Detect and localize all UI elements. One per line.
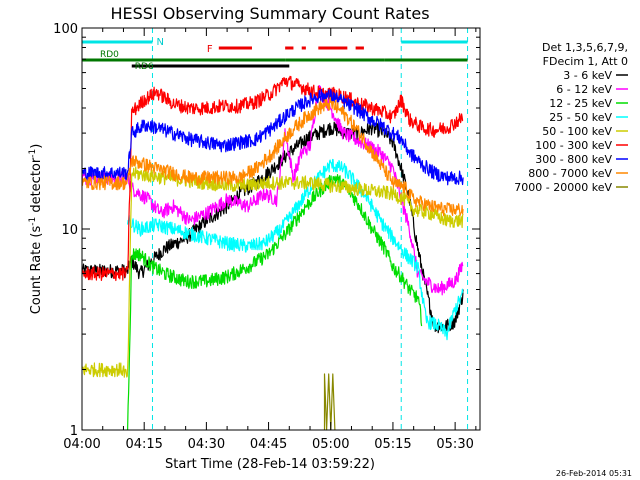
x-tick-label: 05:15 (374, 437, 411, 452)
y-tick-label: 1 (70, 424, 78, 439)
legend: Det 1,3,5,6,7,9,FDecim 1, Att 03 - 6 keV… (514, 41, 628, 194)
series-line-5 (81, 75, 464, 282)
series-line-4 (81, 166, 464, 378)
legend-label: 6 - 12 keV (556, 83, 612, 96)
x-tick-label: 04:00 (63, 437, 100, 452)
legend-label: 50 - 100 keV (542, 125, 612, 138)
series-line-7 (81, 96, 464, 217)
x-tick-label: 05:30 (436, 437, 473, 452)
footer-timestamp: 26-Feb-2014 05:31 (556, 469, 632, 478)
legend-label: 12 - 25 keV (549, 97, 612, 110)
series-line-8 (323, 373, 336, 431)
x-tick-label: 04:15 (125, 437, 162, 452)
legend-label: 800 - 7000 keV (528, 167, 612, 180)
x-tick-label: 05:00 (312, 437, 349, 452)
plot-area: N F RD0 RD6 (81, 28, 469, 431)
rd6-bar-label: RD6 (135, 62, 154, 72)
y-axis-label: Count Rate (s-1 detector-1) (28, 144, 44, 315)
legend-label: 3 - 6 keV (563, 69, 612, 82)
legend-label: 100 - 300 keV (535, 139, 612, 152)
x-axis: 04:00 04:15 04:30 04:45 05:00 05:15 05:30 (63, 28, 477, 452)
y-tick-label: 10 (61, 223, 78, 238)
series-line-3 (127, 158, 464, 341)
legend-label: 25 - 50 keV (549, 111, 612, 124)
decimation-bar-label: RD0 (100, 50, 119, 60)
y-tick-label: 100 (53, 22, 78, 37)
series-line-6 (81, 88, 464, 186)
flare-bar-label: F (207, 44, 213, 55)
legend-label: 300 - 800 keV (535, 153, 612, 166)
x-axis-label: Start Time (28-Feb-14 03:59:22) (165, 457, 375, 472)
x-tick-label: 04:45 (250, 437, 287, 452)
series-line-2 (127, 174, 423, 431)
y-axis: 1 10 100 (53, 22, 480, 439)
chart-title: HESSI Observing Summary Count Rates (110, 4, 429, 23)
x-tick-label: 04:30 (188, 437, 225, 452)
night-bar-label: N (156, 37, 163, 48)
legend-label: 7000 - 20000 keV (514, 181, 612, 194)
series-line-1 (81, 85, 464, 296)
legend-header: FDecim 1, Att 0 (543, 55, 628, 68)
legend-header: Det 1,3,5,6,7,9, (542, 41, 628, 54)
